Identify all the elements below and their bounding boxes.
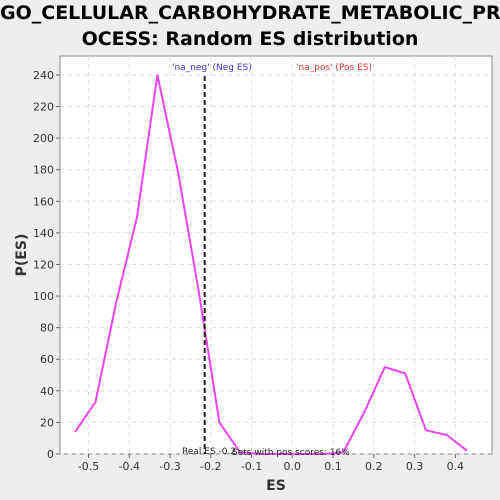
pos-scores-label: Sets with pos scores: 16%	[232, 448, 350, 458]
chart-title-line-2: OCESS: Random ES distribution	[81, 28, 419, 50]
x-tick-label: -0.4	[119, 460, 140, 473]
x-tick-label: 0.1	[324, 460, 342, 473]
y-tick-label: 240	[33, 69, 54, 82]
y-tick-label: 20	[40, 416, 54, 429]
series-layer	[74, 74, 468, 455]
x-tick-label: 0.3	[406, 460, 424, 473]
x-tick-label: -0.3	[159, 460, 180, 473]
series-line	[74, 74, 468, 455]
y-axis-label: P(ES)	[14, 234, 30, 277]
y-axis-ticks: 0 20 40 60 80 100 120 140 160 180 200 220 240	[33, 69, 60, 461]
x-tick-label: -0.2	[200, 460, 221, 473]
pos-label: 'na_pos' (Pos ES)	[296, 63, 372, 73]
x-tick-label: -0.1	[241, 460, 262, 473]
plot-area	[59, 55, 493, 455]
x-tick-label: 0.2	[365, 460, 383, 473]
y-tick-label: 60	[40, 353, 54, 366]
y-tick-label: 180	[33, 164, 54, 177]
y-tick-label: 80	[40, 322, 54, 335]
x-tick-label: 0.4	[447, 460, 465, 473]
y-tick-label: 140	[33, 227, 54, 240]
y-tick-label: 220	[33, 101, 54, 114]
y-tick-label: 200	[33, 132, 54, 145]
grid-lines	[60, 56, 492, 455]
real-es-label: Real ES -0.2	[182, 447, 236, 457]
chart-title-line-1: GO_CELLULAR_CARBOHYDRATE_METABOLIC_PR	[0, 2, 500, 24]
y-tick-label: 120	[33, 258, 54, 271]
x-axis-ticks: -0.5 -0.4 -0.3 -0.2 -0.1 0.0 0.1 0.2 0.3 0.4	[78, 454, 464, 473]
neg-label: 'na_neg' (Neg ES)	[172, 63, 252, 73]
x-tick-label: -0.5	[78, 460, 99, 473]
x-axis-label: ES	[266, 478, 286, 494]
x-tick-label: 0.0	[284, 460, 302, 473]
y-tick-label: 40	[40, 385, 54, 398]
y-tick-label: 160	[33, 195, 54, 208]
chart-title: GO_CELLULAR_CARBOHYDRATE_METABOLIC_PR OC…	[0, 0, 500, 52]
y-tick-label: 0	[47, 448, 54, 461]
y-tick-label: 100	[33, 290, 54, 303]
